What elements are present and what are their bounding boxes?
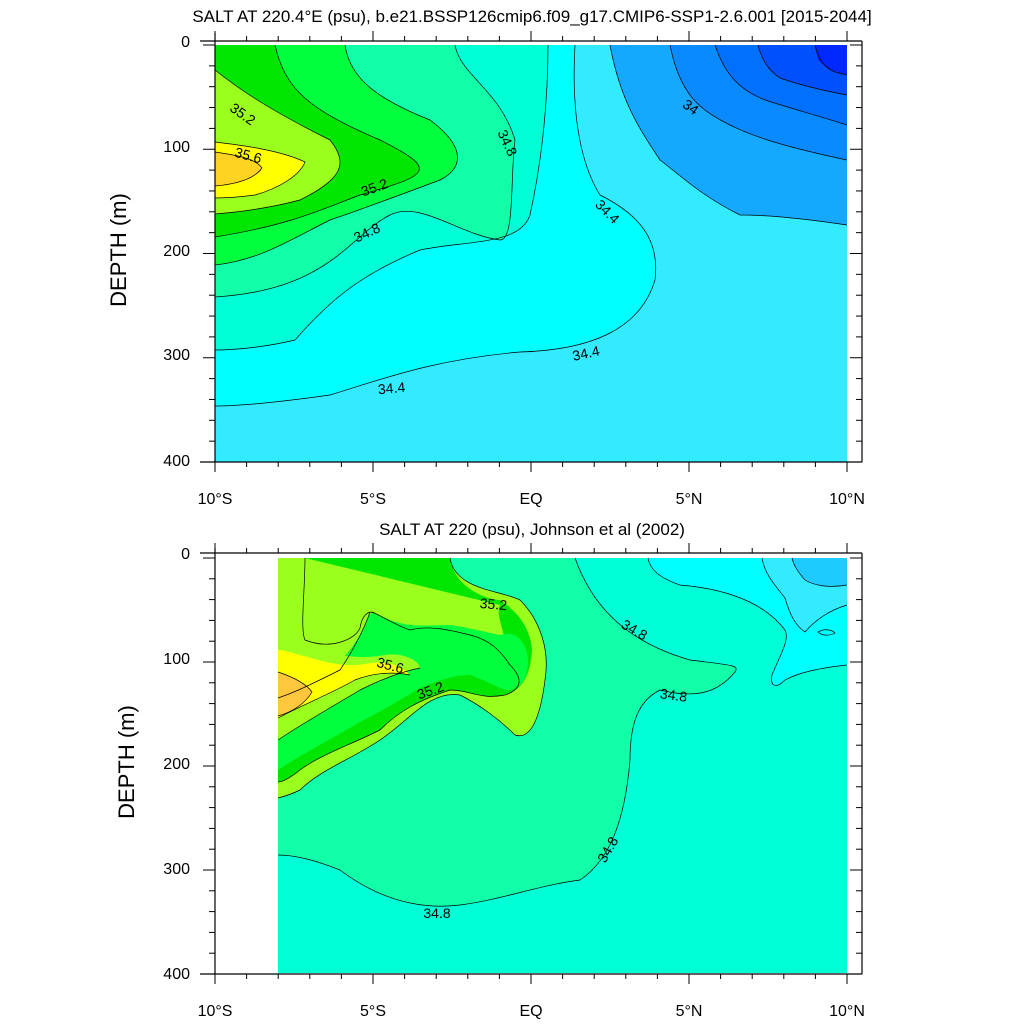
bottom-contour-label: 34.8 [423, 905, 450, 921]
bottom-fill-34.4 [792, 558, 847, 587]
top-ytick-label: 0 [181, 34, 190, 51]
top-x-tick-labels: 10°S 5°S EQ 5°N 10°N [198, 491, 865, 508]
top-line-33.4 [814, 44, 848, 76]
top-panel: SALT AT 220.4°E (psu), b.e21.BSSP126cmip… [106, 7, 872, 508]
top-line-35.4 [214, 69, 341, 215]
bottom-fill-36.2 [278, 672, 312, 716]
bottom-line-35.2 [277, 557, 547, 799]
bottom-fill-35.6 [278, 613, 528, 770]
top-fill-36.0 [215, 152, 262, 186]
bottom-y-axis-title: DEPTH (m) [114, 705, 139, 819]
bottom-line-small-eddy [817, 629, 836, 636]
top-xtick-label: EQ [519, 491, 542, 508]
top-ytick-label: 400 [163, 453, 190, 470]
bottom-x-tick-labels: 10°S 5°S EQ 5°N 10°N [198, 1003, 865, 1020]
bottom-line-34.8-main [277, 557, 737, 907]
top-ytick-label: 200 [163, 243, 190, 260]
top-line-35.8 [214, 151, 263, 187]
bottom-tick-marks [203, 543, 862, 984]
bottom-panel: SALT AT 220 (psu), Johnson et al (2002) [114, 520, 865, 1020]
bottom-contour-label: 35.6 [375, 654, 406, 677]
bottom-line-34.4 [791, 557, 848, 587]
bottom-xtick-label: EQ [519, 1003, 542, 1020]
bottom-filled-contours [278, 558, 847, 973]
top-line-35.6 [214, 141, 306, 199]
bottom-xtick-label: 5°S [360, 1003, 386, 1020]
bottom-ytick-label: 100 [163, 651, 190, 668]
bottom-contour-lines [277, 557, 848, 907]
bottom-line-35.6 [277, 611, 371, 699]
bottom-ytick-label: 0 [181, 546, 190, 563]
bottom-line-35.8 [277, 667, 421, 741]
top-line-34.2 [609, 44, 848, 226]
bottom-xtick-label: 5°N [676, 1003, 703, 1020]
top-line-34.6 [214, 44, 549, 351]
bottom-ytick-label: 300 [163, 861, 190, 878]
bottom-line-34.8-ne [647, 557, 848, 686]
top-line-34.0 [669, 44, 848, 161]
bottom-line-36.0 [277, 672, 411, 719]
bottom-line-35.4 [277, 557, 520, 783]
bottom-ytick-label: 200 [163, 756, 190, 773]
top-fill-33.4 [815, 45, 847, 75]
bottom-title: SALT AT 220 (psu), Johnson et al (2002) [379, 520, 685, 539]
top-y-tick-labels: 0 100 200 300 400 [163, 34, 190, 470]
top-xtick-label: 10°S [198, 491, 233, 508]
top-filled-contours [215, 45, 847, 462]
top-tick-marks [203, 31, 862, 472]
top-line-35.0 [214, 44, 458, 266]
top-xtick-label: 5°N [676, 491, 703, 508]
top-line-33.8 [714, 44, 848, 126]
top-contour-label: 34.4 [571, 342, 601, 363]
bottom-contour-label: 35.2 [479, 595, 508, 613]
bottom-line-36.2 [277, 671, 313, 717]
bottom-y-tick-labels: 0 100 200 300 400 [163, 546, 190, 983]
bottom-fill-36.0 [278, 650, 410, 718]
top-title: SALT AT 220.4°E (psu), b.e21.BSSP126cmip… [192, 7, 871, 26]
top-line-34.8 [214, 44, 516, 298]
bottom-xtick-label: 10°S [198, 1003, 233, 1020]
top-xtick-label: 10°N [829, 491, 865, 508]
top-contour-lines [214, 44, 848, 407]
top-contour-label: 35.6 [233, 144, 264, 167]
top-ytick-label: 100 [163, 139, 190, 156]
top-contour-label: 34.4 [377, 379, 406, 397]
top-ytick-label: 300 [163, 347, 190, 364]
bottom-ytick-label: 400 [163, 966, 190, 983]
top-line-34.4 [214, 44, 657, 407]
bottom-xtick-label: 10°N [829, 1003, 865, 1020]
top-y-axis-title: DEPTH (m) [106, 193, 131, 307]
bottom-contour-label: 34.8 [659, 685, 688, 705]
bottom-line-34.6 [761, 557, 848, 633]
top-line-35.2 [214, 44, 420, 238]
top-xtick-label: 5°S [360, 491, 386, 508]
top-line-33.6 [757, 44, 848, 96]
